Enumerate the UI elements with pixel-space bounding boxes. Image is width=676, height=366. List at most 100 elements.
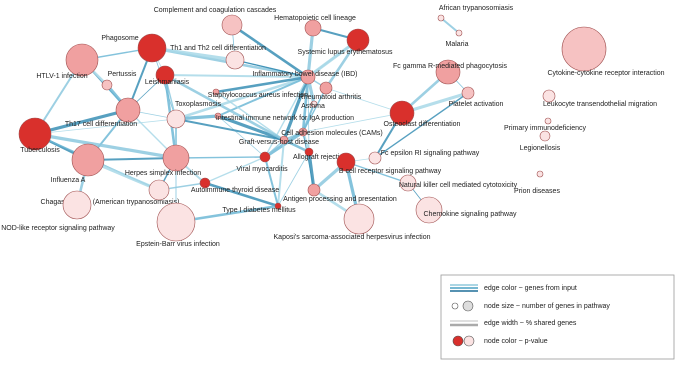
node-label: Intestinal immune network for IgA produc…: [216, 115, 354, 122]
edge: [302, 103, 315, 133]
edge: [307, 76, 310, 153]
edge: [231, 23, 309, 79]
edge: [175, 156, 266, 159]
node: [310, 100, 318, 108]
node: [225, 50, 245, 70]
node: [435, 59, 461, 85]
node-label: African trypanosomiasis: [439, 5, 514, 12]
edge: [345, 161, 409, 184]
node-label: Fc gamma R-mediated phagocytosis: [393, 63, 507, 70]
node-label: Natural killer cell mediated cytotoxicit…: [399, 182, 518, 189]
edge: [164, 74, 309, 78]
node-label: Legionellosis: [520, 145, 561, 152]
edge: [277, 151, 310, 207]
node: [274, 202, 282, 210]
legend-text: edge width ~ % shared genes: [484, 320, 577, 327]
edge: [301, 76, 310, 133]
node-label: Malaria: [446, 41, 469, 48]
node-label: Prion diseases: [514, 188, 560, 195]
node: [212, 88, 220, 96]
node: [336, 152, 356, 172]
node-label: Pertussis: [108, 71, 137, 78]
edge: [440, 17, 460, 34]
edge: [34, 132, 177, 160]
node: [279, 135, 289, 145]
node-label: Complement and coagulation cascades: [154, 7, 277, 14]
node-label: Herpes simplex infection: [125, 170, 201, 177]
node: [455, 29, 463, 37]
node: [300, 69, 316, 85]
node: [199, 177, 211, 189]
node: [298, 127, 308, 137]
node-label: Autoimmune thyroid disease: [191, 187, 279, 194]
node-label: Rheumatoid arthritis: [299, 94, 362, 101]
edge: [175, 118, 285, 141]
edge: [217, 115, 266, 158]
edge: [215, 75, 309, 94]
node-label: Staphylococcus aureus infection: [208, 92, 308, 99]
node: [542, 89, 556, 103]
legend-text: edge color ~ genes from input: [484, 285, 577, 292]
edge: [215, 91, 285, 141]
node: [461, 86, 475, 100]
node: [18, 117, 52, 151]
node-label: Leishmaniasis: [145, 79, 190, 86]
node: [71, 143, 105, 177]
node-label: Inflammatory bowel disease (IBD): [252, 71, 357, 78]
edge: [175, 75, 309, 121]
node-label: Chemokine signaling pathway: [424, 211, 517, 218]
node: [346, 28, 370, 52]
node: [415, 196, 443, 224]
node: [544, 117, 552, 125]
node: [343, 203, 375, 235]
node: [307, 183, 321, 197]
node: [304, 147, 314, 157]
edge: [307, 151, 316, 191]
edges: [34, 17, 469, 224]
nodes: Complement and coagulation cascadesHemat…: [1, 5, 664, 248]
node-label: Hematopoietic cell lineage: [274, 15, 356, 22]
edge: [234, 59, 309, 78]
legend: edge color ~ genes from input node size …: [440, 274, 675, 360]
edge: [282, 76, 310, 141]
edge: [264, 76, 309, 158]
node-label: Phagosome: [101, 35, 138, 42]
node: [389, 100, 415, 126]
node-label: Toxoplasmosis: [175, 101, 221, 108]
node: [561, 26, 607, 72]
node-label: Epstein-Barr virus infection: [136, 241, 220, 248]
node-label: HTLV-1 infection: [36, 73, 87, 80]
edge: [374, 92, 469, 159]
edge: [164, 73, 285, 142]
node-label: Tuberculosis: [20, 147, 60, 154]
node: [137, 33, 167, 63]
node-label: Viral myocarditis: [236, 166, 288, 173]
node-label: Leukocyte transendothelial migration: [543, 101, 657, 108]
node: [101, 79, 113, 91]
edge: [204, 181, 279, 208]
node: [437, 14, 445, 22]
legend-text: node size ~ number of genes in pathway: [484, 303, 610, 310]
node: [166, 109, 186, 129]
node-label: Antigen processing and presentation: [283, 196, 397, 203]
node: [221, 14, 243, 36]
node-label: Fc epsilon RI signaling pathway: [381, 150, 480, 157]
node-label: Primary immunodeficiency: [504, 125, 587, 132]
node-label: Cell adhesion molecules (CAMs): [281, 130, 383, 137]
node: [399, 174, 417, 192]
legend-box: [440, 274, 675, 360]
edge: [264, 156, 279, 207]
node: [65, 43, 99, 77]
node: [319, 81, 333, 95]
edge: [302, 112, 403, 133]
node-label: Type I diabetes mellitus: [222, 207, 296, 214]
legend-text: node color ~ p-value: [484, 338, 548, 345]
node-label: Asthma: [301, 103, 325, 110]
node: [148, 179, 170, 201]
node: [62, 190, 92, 220]
node: [536, 170, 544, 178]
node: [156, 202, 196, 242]
node: [162, 144, 190, 172]
node-label: Systemic lupus erythematosus: [298, 49, 393, 56]
